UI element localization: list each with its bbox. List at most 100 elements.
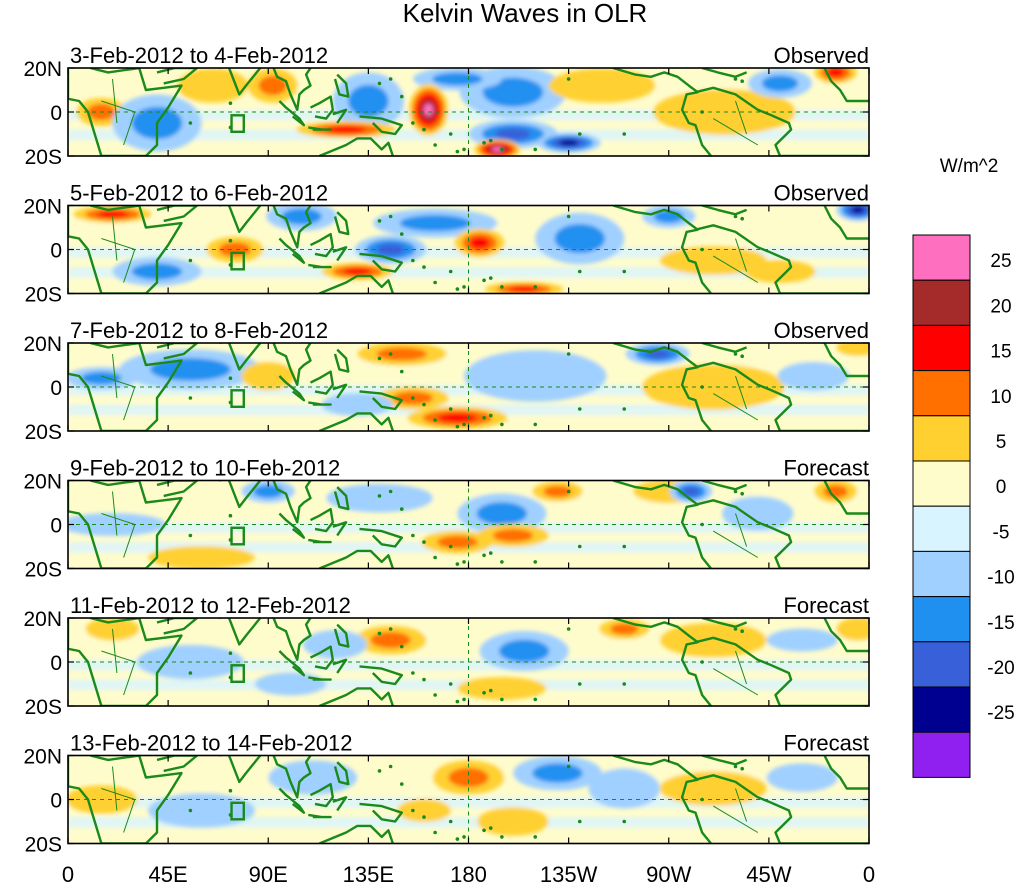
olr-anomaly-blob <box>659 771 767 806</box>
panel-status-label: Forecast <box>783 456 869 481</box>
zonal-band <box>68 522 869 533</box>
country-border <box>713 393 759 421</box>
y-tick-label: 20N <box>23 608 62 631</box>
olr-anomaly-blob <box>326 126 366 133</box>
coastline <box>359 252 403 273</box>
island <box>422 815 426 819</box>
island <box>448 682 453 686</box>
island <box>377 219 382 223</box>
island <box>411 671 415 675</box>
olr-anomaly-blob <box>241 361 295 391</box>
island <box>399 644 404 649</box>
coastline <box>219 755 312 799</box>
island <box>482 278 486 283</box>
island <box>377 356 382 361</box>
olr-anomaly-blob <box>761 75 799 92</box>
colorbar-swatch <box>912 641 971 688</box>
olr-anomaly-blob <box>148 793 255 828</box>
x-tick-label: 135W <box>540 862 598 887</box>
coastline <box>701 755 748 766</box>
x-tick-label: 0 <box>62 862 74 887</box>
island <box>377 81 382 86</box>
panel-period-label: 7-Feb-2012 to 8-Feb-2012 <box>70 318 328 343</box>
colorbar-label: 20 <box>990 296 1011 317</box>
island <box>566 489 571 494</box>
coastline <box>278 237 306 264</box>
olr-anomaly-blob <box>532 763 583 783</box>
y-tick-label: 0 <box>50 102 62 125</box>
coastline <box>308 401 332 406</box>
coastline <box>278 512 306 539</box>
island <box>188 396 193 400</box>
colorbar-swatch <box>912 415 971 462</box>
country-border <box>112 216 118 261</box>
coastline <box>823 205 869 240</box>
coastline <box>68 343 183 431</box>
island <box>500 697 504 702</box>
coastline <box>309 507 334 533</box>
coastlines <box>68 480 869 569</box>
x-tick-label: 45W <box>746 862 791 887</box>
island <box>622 132 627 136</box>
colorbar-swatch <box>912 505 971 552</box>
island <box>388 764 393 769</box>
coastline <box>156 205 199 223</box>
island <box>488 138 493 143</box>
panel-5: 20N 0 20S 11-Feb-2012 to 12-Feb-2012 Forecas… <box>23 593 870 719</box>
coastline <box>359 390 403 411</box>
olr-anomaly-blob <box>150 358 231 381</box>
country-border <box>713 805 759 833</box>
panel-2: 20N 0 20S 5-Feb-2012 to 6-Feb-2012 Observed <box>23 181 870 307</box>
island <box>740 216 744 221</box>
island <box>740 491 744 496</box>
island <box>566 764 571 769</box>
island <box>228 238 233 243</box>
coastline <box>318 549 395 569</box>
reference-box <box>230 251 245 271</box>
coastline <box>308 538 332 544</box>
island <box>399 782 404 786</box>
island <box>455 562 460 566</box>
coastline <box>278 787 306 814</box>
olr-anomaly-blob <box>376 347 427 361</box>
olr-anomaly-blob <box>766 628 838 652</box>
olr-anomaly-blob <box>432 72 483 86</box>
island <box>622 682 627 686</box>
coastline <box>695 774 869 844</box>
coastlines <box>68 205 869 294</box>
olr-anomaly-blob <box>642 364 785 410</box>
island <box>228 788 233 793</box>
reference-box <box>230 526 245 546</box>
reference-box <box>230 664 245 683</box>
coastline <box>278 375 306 402</box>
coastline <box>359 527 403 548</box>
island <box>566 627 571 631</box>
panel-status-label: Forecast <box>783 593 869 618</box>
coastline <box>278 650 306 677</box>
island <box>577 132 582 136</box>
olr-anomaly-blob <box>495 128 531 140</box>
country-border <box>713 668 759 696</box>
y-tick-label: 20S <box>25 696 62 719</box>
coastline <box>823 343 869 378</box>
island <box>433 693 437 697</box>
country-border <box>713 530 759 558</box>
coastline <box>156 68 199 85</box>
coastlines <box>68 618 869 706</box>
island <box>388 214 393 219</box>
y-tick-label: 20N <box>23 746 62 769</box>
island <box>533 285 538 289</box>
island <box>399 94 404 99</box>
island <box>462 285 466 289</box>
units-label: W/m^2 <box>940 156 999 177</box>
coastline <box>308 676 332 681</box>
island <box>740 79 744 83</box>
island <box>388 489 393 494</box>
coastline <box>333 623 350 648</box>
coastline <box>318 137 395 156</box>
country-border <box>112 491 118 536</box>
coastline <box>219 205 312 249</box>
island <box>566 77 571 81</box>
country-border <box>735 238 748 272</box>
coastline <box>309 645 334 670</box>
